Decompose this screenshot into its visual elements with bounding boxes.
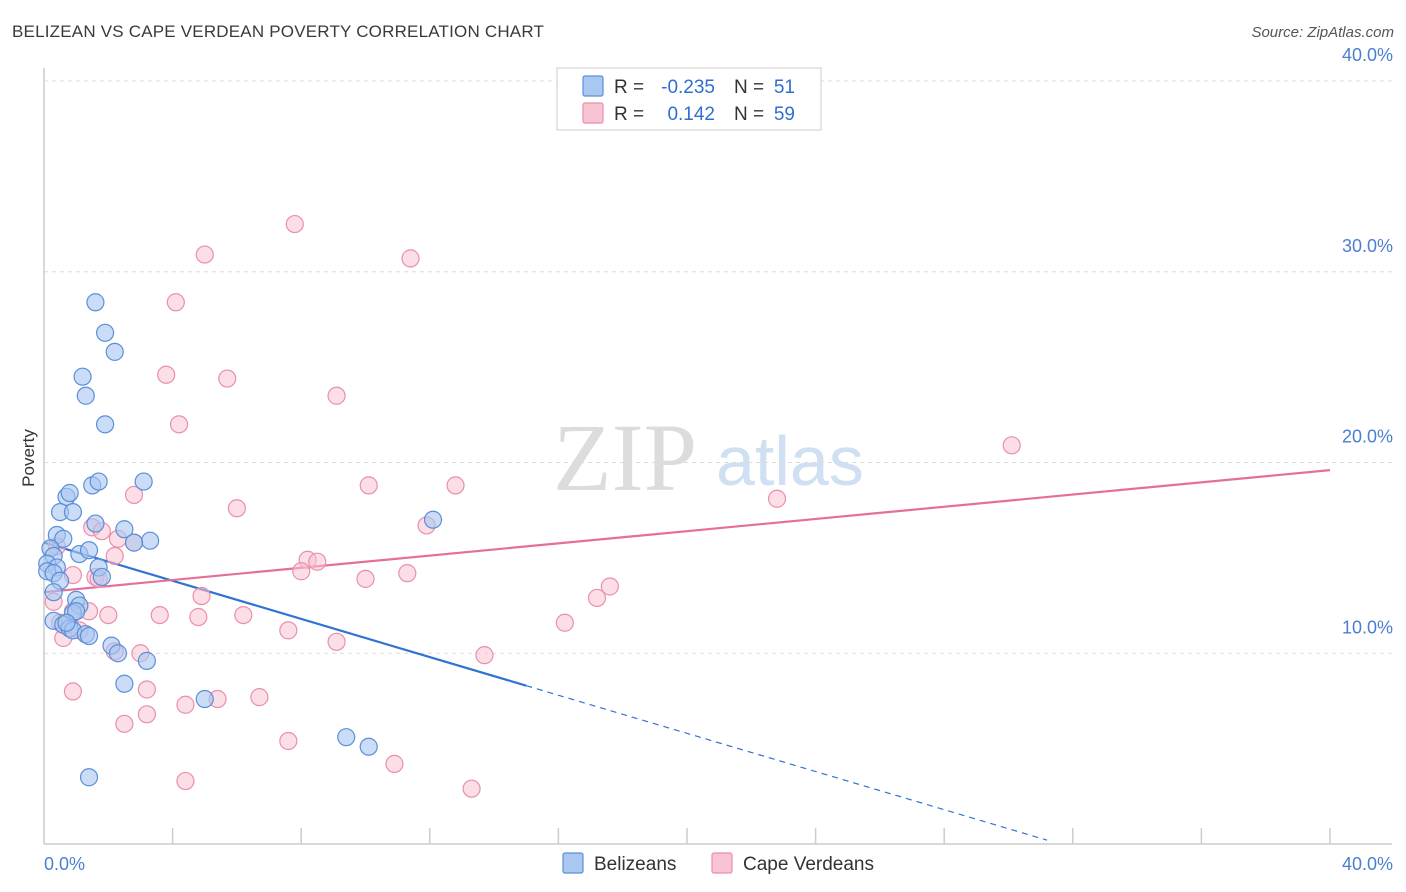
belizean-point xyxy=(97,324,114,341)
legend-n-value-belizean: 51 xyxy=(774,77,795,98)
belizean-point xyxy=(58,614,75,631)
series-label-capeverdean: Cape Verdeans xyxy=(743,854,874,875)
belizean-point xyxy=(135,473,152,490)
belizean-point xyxy=(360,738,377,755)
belizean-point xyxy=(196,691,213,708)
cape-verdean-point xyxy=(158,366,175,383)
cape-verdean-point xyxy=(556,614,573,631)
cape-verdean-point xyxy=(402,250,419,267)
cape-verdean-point xyxy=(251,689,268,706)
belizean-point xyxy=(74,368,91,385)
cape-verdean-point xyxy=(476,647,493,664)
y-tick-labels: 10.0% 20.0% 30.0% 40.0% xyxy=(1342,45,1393,637)
belizean-point xyxy=(116,675,133,692)
belizean-point xyxy=(425,511,442,528)
cape-verdean-point xyxy=(190,609,207,626)
legend-n-value-capeverdean: 59 xyxy=(774,104,795,125)
cape-verdean-point xyxy=(235,607,252,624)
gridlines xyxy=(44,81,1392,653)
cape-verdean-point xyxy=(357,570,374,587)
legend-swatch-belizean xyxy=(583,76,603,96)
cape-verdean-point xyxy=(309,553,326,570)
legend-r-label-2: R = xyxy=(614,104,644,125)
belizean-point xyxy=(61,485,78,502)
cape-verdean-point xyxy=(138,681,155,698)
scatter-chart: ZIP atlas 10.0% 20.0% 30.0% 40.0% 0.0% 40.0%… xyxy=(0,0,1406,892)
belizean-trend-extension xyxy=(526,686,1047,841)
cape-verdean-point xyxy=(1003,437,1020,454)
cape-verdean-point xyxy=(386,755,403,772)
y-tick-label-40: 40.0% xyxy=(1342,45,1393,65)
cape-verdean-point xyxy=(151,607,168,624)
cape-verdean-point xyxy=(463,780,480,797)
belizean-point xyxy=(126,534,143,551)
cape-verdean-point xyxy=(64,683,81,700)
belizean-point xyxy=(106,343,123,360)
legend-r-label-1: R = xyxy=(614,77,644,98)
legend-n-label-1: N = xyxy=(734,77,764,98)
trend-lines xyxy=(44,470,1330,840)
cape-verdean-point xyxy=(360,477,377,494)
watermark-zip: ZIP xyxy=(553,404,697,511)
y-tick-label-10: 10.0% xyxy=(1342,617,1393,637)
x-tick-label-max: 40.0% xyxy=(1342,854,1393,874)
cape-verdean-point xyxy=(280,732,297,749)
belizean-point xyxy=(81,542,98,559)
belizean-point xyxy=(87,515,104,532)
belizean-point xyxy=(64,504,81,521)
cape-verdean-point xyxy=(167,294,184,311)
belizean-point xyxy=(142,532,159,549)
belizean-point xyxy=(93,568,110,585)
series-label-belizean: Belizeans xyxy=(594,854,676,875)
cape-verdean-point xyxy=(588,589,605,606)
cape-verdean-point xyxy=(769,490,786,507)
cape-verdean-point xyxy=(177,773,194,790)
belizean-point xyxy=(338,729,355,746)
series-swatch-capeverdean xyxy=(712,853,732,873)
watermark: ZIP atlas xyxy=(553,404,864,511)
belizean-point xyxy=(97,416,114,433)
cape-verdean-point xyxy=(328,387,345,404)
belizean-point xyxy=(90,473,107,490)
cape-verdean-point xyxy=(196,246,213,263)
series-swatch-belizean xyxy=(563,853,583,873)
cape-verdean-point xyxy=(171,416,188,433)
cape-verdean-point xyxy=(116,715,133,732)
belizean-point xyxy=(81,769,98,786)
correlation-legend: R = -0.235 N = 51 R = 0.142 N = 59 xyxy=(557,68,821,130)
legend-swatch-capeverdean xyxy=(583,103,603,123)
y-axis-label: Poverty xyxy=(19,429,38,487)
watermark-atlas: atlas xyxy=(716,422,864,500)
legend-r-value-capeverdean: 0.142 xyxy=(667,104,715,125)
cape-verdean-point xyxy=(177,696,194,713)
cape-verdean-point xyxy=(286,216,303,233)
cape-verdean-point xyxy=(293,563,310,580)
cape-verdean-points xyxy=(45,216,1020,798)
cape-verdean-point xyxy=(106,547,123,564)
y-tick-label-20: 20.0% xyxy=(1342,427,1393,447)
series-legend: Belizeans Cape Verdeans xyxy=(563,853,874,875)
cape-verdean-point xyxy=(193,588,210,605)
belizean-point xyxy=(87,294,104,311)
cape-verdean-point xyxy=(100,607,117,624)
legend-n-label-2: N = xyxy=(734,104,764,125)
cape-verdean-point xyxy=(447,477,464,494)
belizean-point xyxy=(109,645,126,662)
cape-verdean-point xyxy=(138,706,155,723)
belizean-point xyxy=(81,628,98,645)
belizean-point xyxy=(45,584,62,601)
y-tick-label-30: 30.0% xyxy=(1342,236,1393,256)
cape-verdean-point xyxy=(399,565,416,582)
belizean-point xyxy=(138,652,155,669)
legend-r-value-belizean: -0.235 xyxy=(661,77,715,98)
belizean-point xyxy=(77,387,94,404)
cape-verdean-point xyxy=(228,500,245,517)
cape-verdean-point xyxy=(328,633,345,650)
x-tick-label-min: 0.0% xyxy=(44,854,85,874)
cape-verdean-point xyxy=(280,622,297,639)
cape-verdean-point xyxy=(219,370,236,387)
